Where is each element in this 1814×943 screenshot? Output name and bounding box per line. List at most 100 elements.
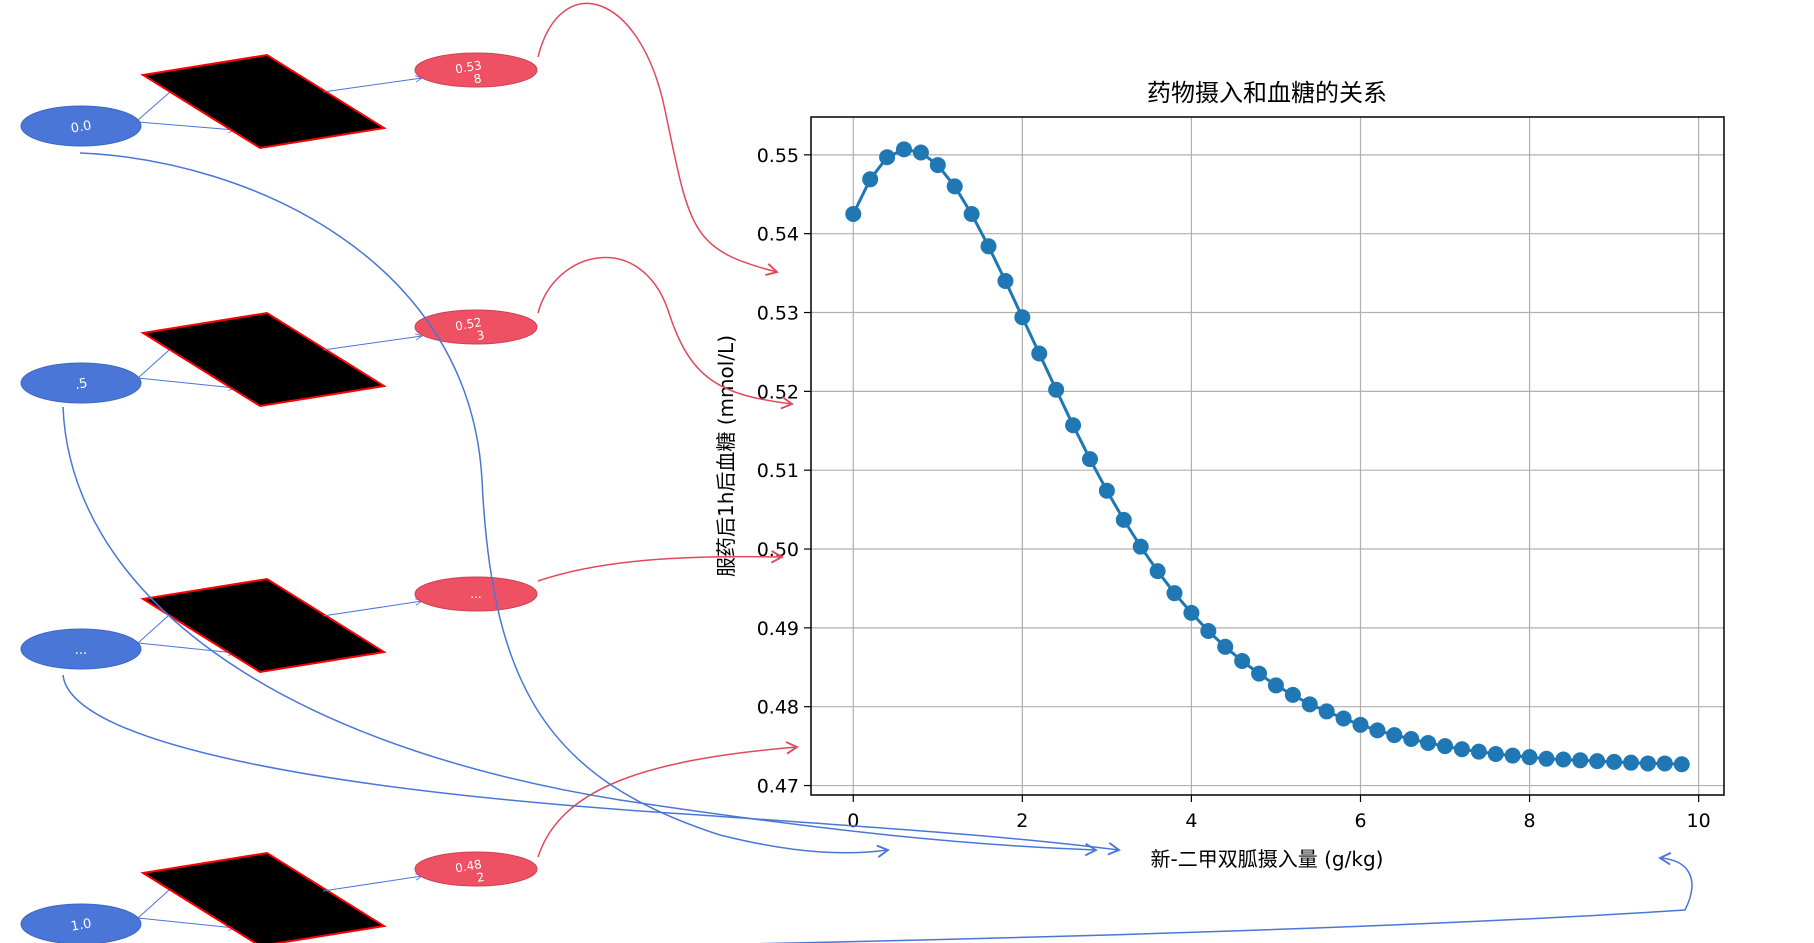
blue-arrow [79, 152, 890, 858]
y-tick-label: 0.54 [757, 224, 799, 246]
red-arrow [537, 550, 784, 582]
data-point [1639, 755, 1656, 772]
data-point [929, 157, 946, 174]
diagram-row: ... ... [20, 576, 538, 674]
input-node-label: 0.0 [70, 118, 93, 136]
x-tick-label: 4 [1185, 810, 1197, 832]
data-point [1504, 747, 1521, 764]
blue-arrow [756, 852, 1693, 943]
data-point [980, 238, 997, 255]
series [845, 141, 1690, 773]
input-node [20, 903, 142, 943]
data-point [1453, 741, 1470, 758]
blue-arrow [62, 406, 1098, 857]
data-point [1132, 538, 1149, 555]
data-point [1470, 743, 1487, 760]
x-tick-label: 10 [1687, 810, 1711, 832]
data-point [1673, 756, 1690, 773]
data-point [879, 149, 896, 166]
output-node-label: ... [470, 587, 481, 601]
data-point [1403, 731, 1420, 748]
x-tick-label: 0 [847, 810, 859, 832]
input-node [20, 628, 142, 670]
y-tick-label: 0.49 [757, 618, 799, 640]
data-point [1284, 686, 1301, 703]
red-arrow [537, 256, 794, 410]
data-point [1318, 703, 1335, 720]
data-point [1487, 746, 1504, 763]
output-node-label: 0.52 [454, 315, 483, 333]
output-node-label: 2 [476, 870, 486, 885]
data-point [1166, 585, 1183, 602]
output-node [414, 52, 538, 88]
x-tick-label: 2 [1016, 810, 1028, 832]
red-arrow [537, 2, 779, 276]
data-point [895, 141, 912, 158]
link-line [137, 642, 235, 653]
output-node [414, 851, 538, 887]
output-node [414, 309, 538, 345]
y-tick-label: 0.55 [757, 145, 799, 167]
network-diagram: 0.0 0.53 8 .5 0.52 3 ... ... [20, 2, 1693, 943]
data-point [1521, 749, 1538, 766]
link-line [137, 917, 235, 928]
data-point [1048, 381, 1065, 398]
data-point [1538, 750, 1555, 767]
link-line [322, 336, 422, 351]
grid [811, 117, 1724, 795]
hidden-box [140, 53, 387, 150]
input-node [20, 362, 142, 404]
y-tick-label: 0.50 [757, 539, 799, 561]
data-point [845, 205, 862, 222]
blue-arrow [62, 674, 1121, 856]
data-point [1234, 652, 1251, 669]
x-tick-label: 6 [1354, 810, 1366, 832]
data-point [1301, 696, 1318, 713]
y-axis-label: 服药后1h后血糖 (mmol/L) [714, 335, 738, 577]
data-point [1572, 752, 1589, 769]
diagram-row: .5 0.52 3 [20, 309, 538, 408]
y-tick-label: 0.47 [757, 776, 799, 798]
data-point [1217, 638, 1234, 655]
plot-frame [810, 116, 1725, 796]
data-point [963, 205, 980, 222]
data-point [1014, 309, 1031, 326]
y-tick-label: 0.51 [757, 460, 799, 482]
data-point [1200, 623, 1217, 640]
output-node [414, 576, 538, 612]
hidden-box [140, 577, 387, 674]
data-point [912, 144, 929, 161]
data-point [1623, 754, 1640, 771]
output-node-label: 3 [476, 328, 486, 343]
data-point [1352, 716, 1369, 733]
input-node [20, 105, 142, 147]
y-tick-label: 0.48 [757, 697, 799, 719]
diagram-row: 0.0 0.53 8 [20, 52, 538, 150]
data-point [1149, 563, 1166, 580]
axis-ticks: 0 2 4 6 8 100.470.480.490.500.510.520.530.540… [757, 145, 1711, 832]
input-node-label: ... [75, 643, 87, 658]
output-node-label: 0.48 [454, 857, 483, 875]
data-point [1081, 451, 1098, 468]
data-point [1386, 727, 1403, 744]
input-node-label: .5 [74, 376, 89, 393]
data-point [1437, 738, 1454, 755]
line-chart: 0 2 4 6 8 100.470.480.490.500.510.520.530.540… [714, 79, 1725, 871]
link-line [137, 121, 235, 130]
data-point [1369, 722, 1386, 739]
link-line [322, 876, 422, 892]
y-tick-label: 0.53 [757, 303, 799, 325]
input-node-label: 1.0 [70, 916, 93, 934]
series-line [851, 147, 1682, 766]
x-axis-label: 新-二甲双胍摄入量 (g/kg) [1151, 847, 1384, 871]
data-point [1335, 710, 1352, 727]
hidden-box [140, 311, 387, 408]
data-point [1555, 751, 1572, 768]
data-point [1115, 511, 1132, 528]
link-line [137, 377, 235, 388]
x-tick-label: 8 [1524, 810, 1536, 832]
data-point [997, 272, 1014, 289]
data-point [862, 171, 879, 188]
data-point [946, 178, 963, 195]
